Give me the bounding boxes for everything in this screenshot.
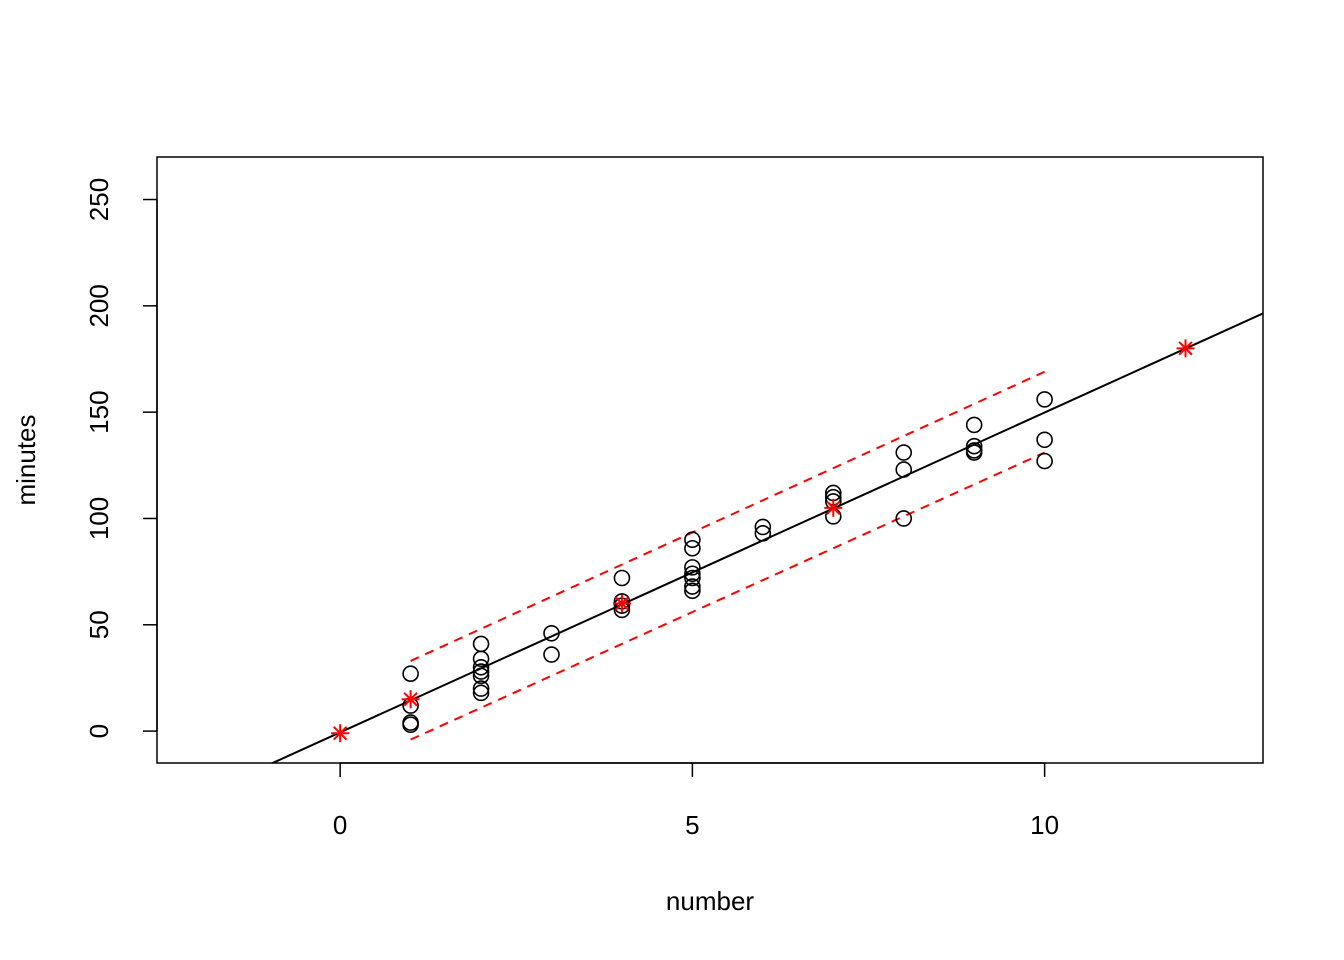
x-tick-label: 0 <box>333 810 347 840</box>
y-axis-label: minutes <box>11 414 41 505</box>
data-point <box>684 531 701 549</box>
data-point <box>543 646 560 663</box>
data-point <box>965 416 983 434</box>
data-point <box>402 716 419 734</box>
data-point <box>1036 452 1053 470</box>
y-tick-label: 50 <box>84 610 114 639</box>
asterisk-stroke <box>826 500 841 515</box>
data-point <box>472 663 490 680</box>
asterisk-stroke <box>614 596 630 611</box>
asterisk-stroke <box>333 726 348 741</box>
data-point <box>543 624 560 642</box>
y-tick-label: 0 <box>84 724 114 738</box>
data-point <box>472 680 490 697</box>
data-point <box>402 665 419 682</box>
data-point <box>1036 431 1053 449</box>
data-point <box>684 565 701 583</box>
x-tick-label: 5 <box>685 810 699 840</box>
data-point <box>613 569 631 587</box>
asterisk-stroke <box>403 692 418 707</box>
y-axis: 0 50 100 150 200 250 <box>84 178 158 738</box>
data-point <box>895 510 913 527</box>
fit-line <box>270 312 1263 763</box>
data-point <box>472 650 490 668</box>
data-point <box>472 684 490 702</box>
data-point <box>965 437 983 455</box>
data-point <box>684 559 701 576</box>
asterisk-stroke <box>1178 341 1193 356</box>
data-point <box>754 518 772 536</box>
data-point <box>472 659 490 676</box>
data-point <box>684 569 701 587</box>
predicted-point <box>401 690 420 709</box>
data-point <box>472 635 490 653</box>
predicted-point <box>612 594 631 613</box>
y-tick-label: 250 <box>84 178 114 221</box>
data-point <box>684 539 701 557</box>
data-point <box>895 444 913 461</box>
plot-frame <box>156 156 1264 764</box>
data-point <box>684 582 701 600</box>
data-point <box>754 525 772 542</box>
x-tick-label: 10 <box>1030 810 1059 840</box>
y-tick-label: 150 <box>84 390 114 433</box>
prediction-band-lower <box>410 451 1046 741</box>
predicted-point <box>824 498 843 517</box>
prediction-band-upper <box>410 370 1046 662</box>
x-axis: 0 5 10 <box>333 762 1059 840</box>
data-point <box>472 667 490 685</box>
data-point <box>684 578 701 595</box>
data-point <box>965 444 983 461</box>
y-tick-label: 100 <box>84 497 114 540</box>
predicted-point <box>1176 339 1195 358</box>
x-axis-label: number <box>666 886 754 916</box>
plot-marks <box>270 312 1263 763</box>
data-point <box>895 461 913 478</box>
y-tick-label: 200 <box>84 284 114 327</box>
data-point <box>1036 391 1053 408</box>
predicted-point <box>331 724 350 743</box>
